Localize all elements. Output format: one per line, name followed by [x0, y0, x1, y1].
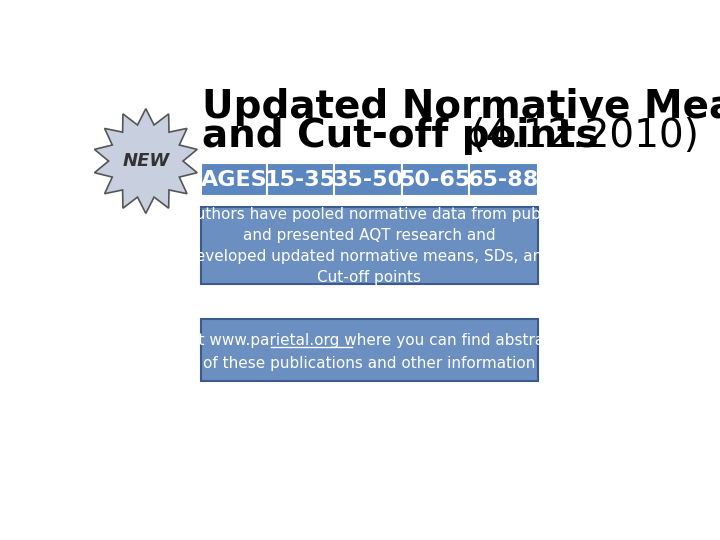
FancyBboxPatch shape	[201, 207, 538, 284]
Text: AGES: AGES	[200, 170, 267, 190]
FancyBboxPatch shape	[402, 164, 469, 195]
FancyBboxPatch shape	[201, 164, 266, 195]
Text: NEW: NEW	[122, 152, 169, 170]
FancyBboxPatch shape	[469, 164, 538, 195]
Text: 15-35: 15-35	[265, 170, 336, 190]
Text: and Cut-off points: and Cut-off points	[202, 117, 599, 155]
Polygon shape	[94, 109, 197, 213]
FancyBboxPatch shape	[334, 164, 402, 195]
Text: The authors have pooled normative data from published
and presented AQT research: The authors have pooled normative data f…	[153, 207, 586, 285]
Text: 50-65: 50-65	[400, 170, 471, 190]
FancyBboxPatch shape	[201, 319, 538, 381]
FancyBboxPatch shape	[266, 164, 334, 195]
Text: Visit www.parietal.org where you can find abstracts: Visit www.parietal.org where you can fin…	[172, 333, 567, 348]
Text: Updated Normative Means, SDs,: Updated Normative Means, SDs,	[202, 88, 720, 126]
Text: (4.12.2010): (4.12.2010)	[458, 117, 699, 155]
Text: 65-88: 65-88	[468, 170, 539, 190]
Text: 35-50: 35-50	[332, 170, 403, 190]
Text: of these publications and other information: of these publications and other informat…	[203, 356, 536, 371]
